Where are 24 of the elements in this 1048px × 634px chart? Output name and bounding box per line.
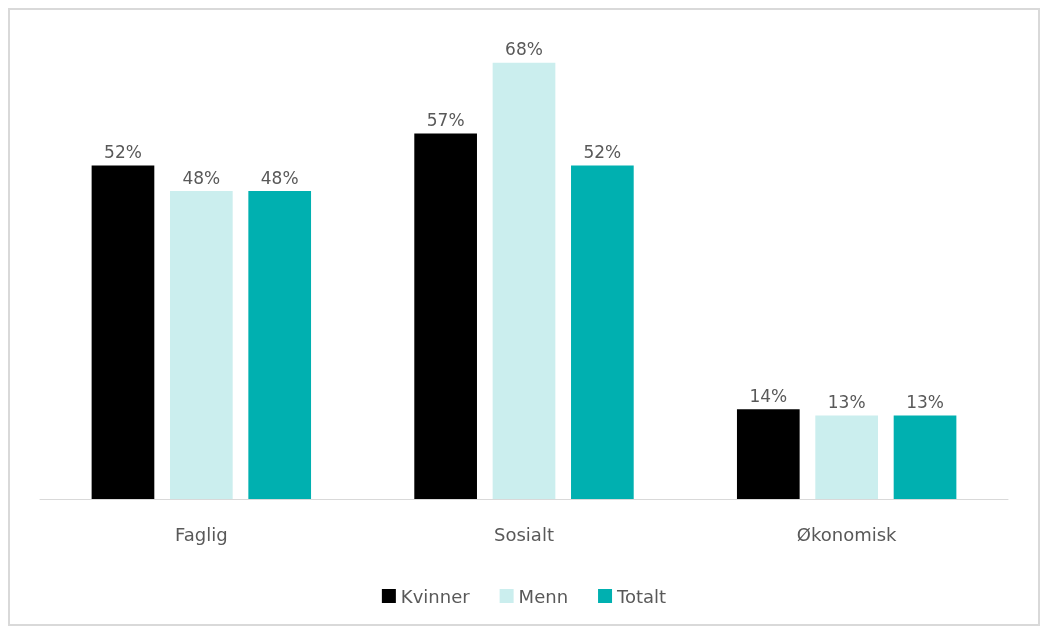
bar	[248, 191, 312, 499]
data-label: 52%	[583, 141, 622, 162]
data-label: 48%	[260, 167, 299, 188]
bar	[571, 165, 634, 499]
legend-label: Menn	[518, 585, 569, 607]
bar	[414, 133, 477, 499]
bar	[91, 165, 155, 499]
bar	[893, 415, 957, 499]
x-tick-label: Økonomisk	[796, 523, 898, 545]
legend-label: Totalt	[616, 585, 667, 607]
legend-label: Kvinner	[400, 585, 471, 607]
data-label: 48%	[182, 167, 221, 188]
data-label: 13%	[827, 392, 866, 413]
data-label: 13%	[906, 392, 944, 413]
x-tick-label: Faglig	[175, 523, 228, 545]
data-label: 68%	[505, 39, 543, 60]
bar	[169, 191, 233, 499]
x-tick-label: Sosialt	[494, 523, 554, 545]
bar	[736, 409, 800, 499]
bar	[815, 415, 879, 499]
data-label: 57%	[426, 109, 465, 130]
data-label: 14%	[749, 385, 788, 406]
data-label: 52%	[104, 141, 142, 162]
bar	[492, 62, 556, 499]
